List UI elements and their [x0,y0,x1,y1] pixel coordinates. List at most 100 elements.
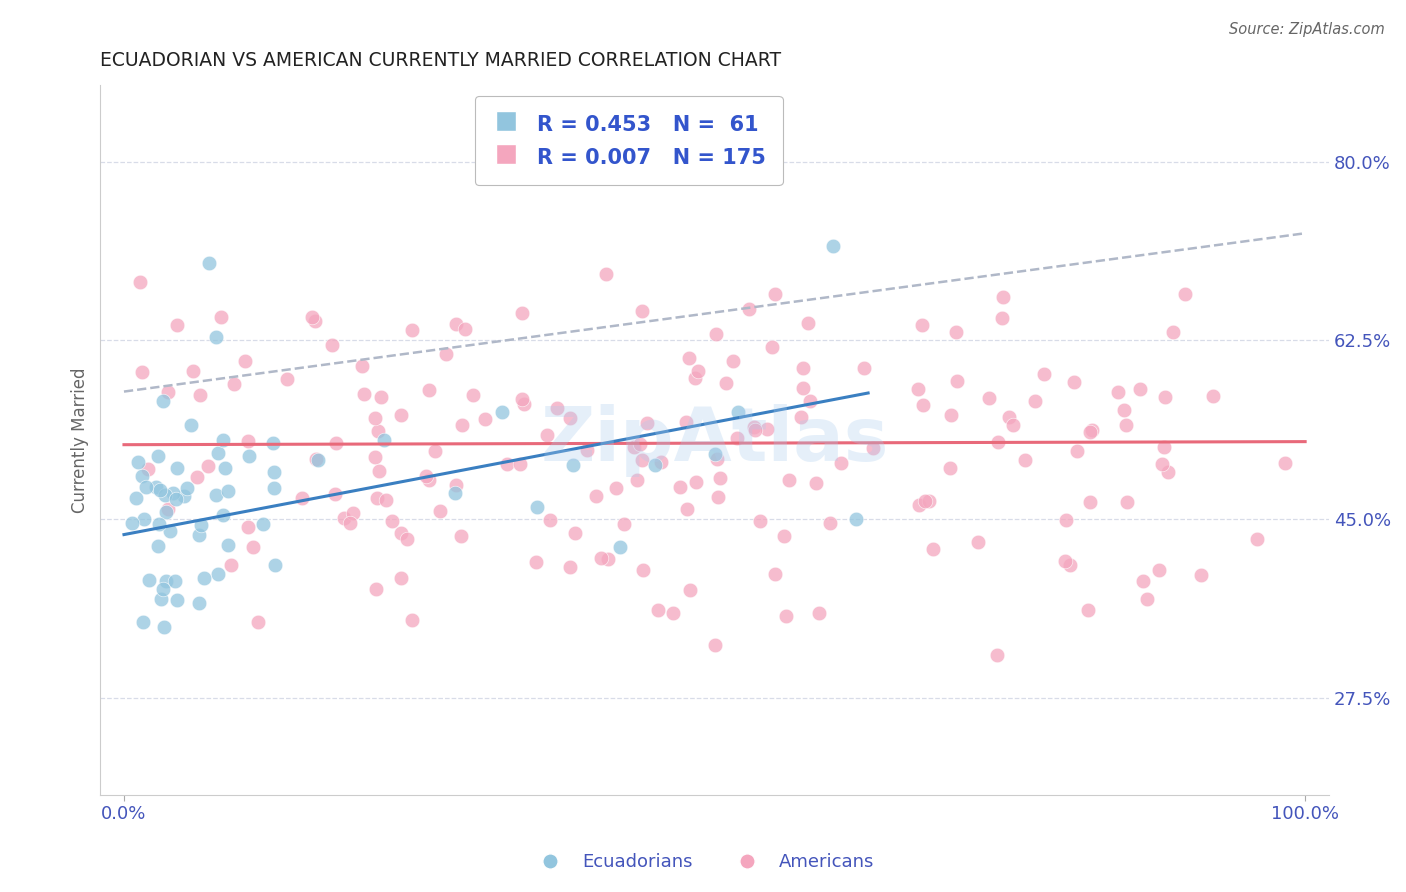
Point [709,471,731,485]
Point [1246,532,1268,546]
Point [156,501,179,516]
Point [238,434,260,449]
Point [242,540,264,554]
Point [576,442,599,457]
Point [513,397,536,411]
Point [609,541,631,555]
Text: Source: ZipAtlas.com: Source: ZipAtlas.com [1229,22,1385,37]
Point [1115,417,1137,432]
Point [714,376,737,390]
Point [401,323,423,337]
Point [1066,443,1088,458]
Point [1024,393,1046,408]
Point [1063,375,1085,389]
Point [217,484,239,499]
Point [749,514,772,528]
Point [706,452,728,467]
Point [181,364,204,378]
Point [806,475,828,490]
Point [135,480,157,494]
Point [121,516,143,530]
Point [763,287,786,301]
Point [668,480,690,494]
Point [125,491,148,505]
Point [737,302,759,317]
Point [1002,417,1025,432]
Point [1189,568,1212,582]
Point [647,603,669,617]
Point [685,475,707,489]
Point [1054,554,1077,568]
Point [132,512,155,526]
Point [197,255,219,269]
Point [1147,563,1170,577]
Point [444,317,467,331]
Point [792,361,814,376]
Point [510,306,533,320]
Point [922,541,945,556]
Point [742,420,765,434]
Point [1153,440,1175,454]
Point [538,513,561,527]
Point [217,537,239,551]
Point [912,398,935,412]
Point [145,480,167,494]
Point [138,573,160,587]
Point [148,517,170,532]
Point [613,516,636,531]
Point [323,487,346,501]
Point [146,539,169,553]
Point [977,391,1000,405]
Point [763,567,786,582]
Point [454,321,477,335]
Point [939,408,962,422]
Point [152,582,174,597]
Point [211,508,233,522]
Point [252,517,274,532]
Point [631,563,654,577]
Point [263,465,285,479]
Point [418,474,440,488]
Point [222,377,245,392]
Point [1078,495,1101,509]
Point [364,450,387,464]
Point [389,525,412,540]
Point [368,464,391,478]
Point [131,365,153,379]
Point [853,361,876,376]
Point [443,485,465,500]
Point [1116,494,1139,508]
Point [1059,558,1081,573]
Point [163,574,186,589]
Point [263,558,285,572]
Point [188,388,211,402]
Point [830,456,852,470]
Point [1078,425,1101,440]
Point [688,364,710,378]
Point [661,606,683,620]
Text: ZipAtlas: ZipAtlas [540,403,889,476]
Point [939,461,962,475]
Point [761,340,783,354]
Point [214,461,236,475]
Point [591,550,613,565]
Point [204,487,226,501]
Point [845,512,868,526]
Point [366,491,388,505]
Point [373,433,395,447]
Point [423,444,446,458]
Point [907,499,929,513]
Point [193,571,215,585]
Point [136,462,159,476]
Point [132,615,155,630]
Point [675,416,697,430]
Point [204,329,226,343]
Point [1129,382,1152,396]
Point [333,511,356,525]
Point [166,593,188,607]
Point [491,405,513,419]
Point [429,504,451,518]
Point [350,359,373,373]
Point [678,351,700,365]
Point [630,453,652,467]
